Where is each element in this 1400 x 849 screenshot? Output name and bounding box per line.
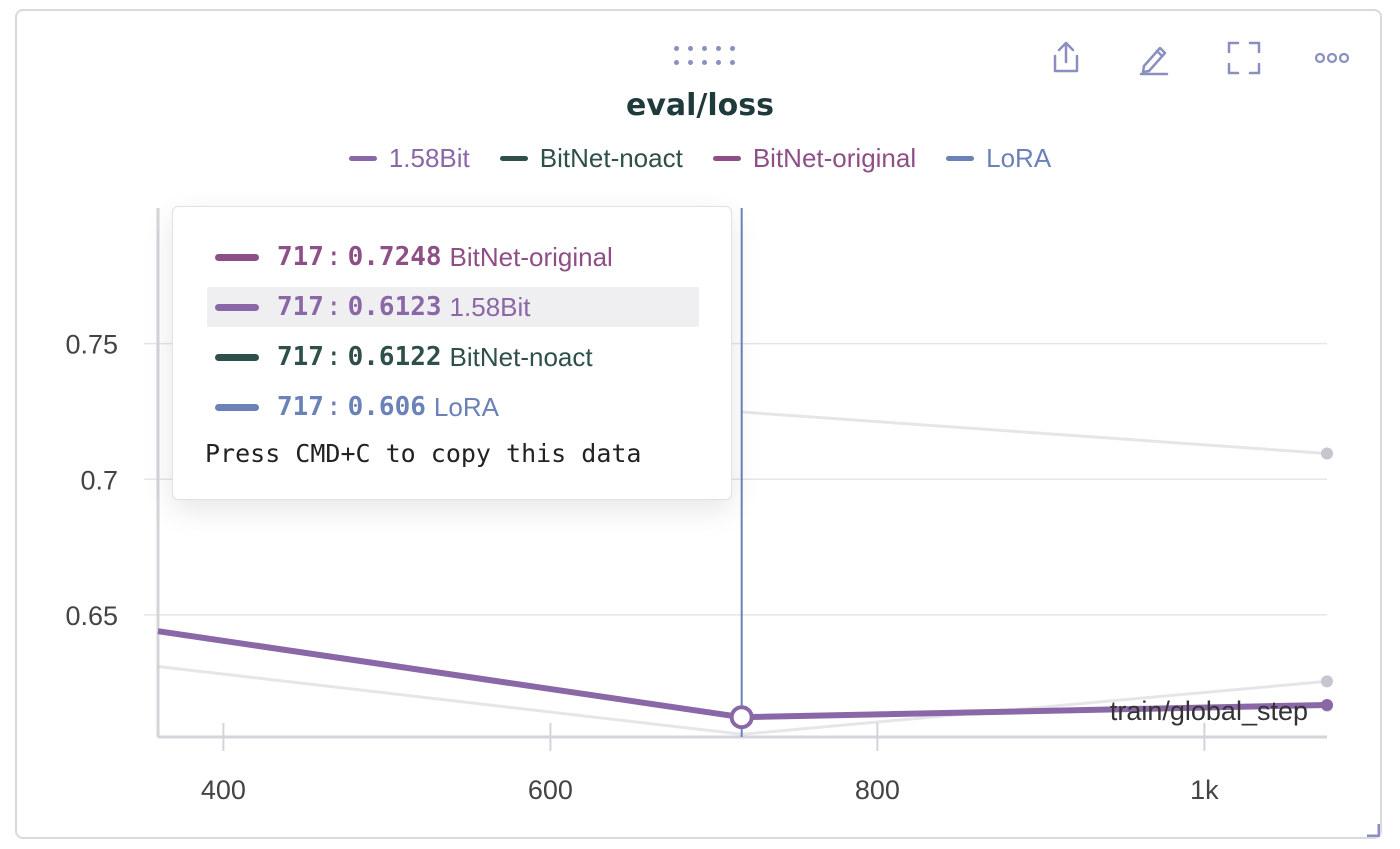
- tooltip-step: 717: [277, 392, 324, 422]
- legend-label: 1.58Bit: [388, 143, 470, 173]
- y-tick-label: 0.65: [65, 601, 118, 631]
- drag-handle-icon[interactable]: [672, 44, 736, 68]
- tooltip-value: 0.7248: [347, 242, 442, 272]
- tooltip-row: 717:0.606 LoRA: [205, 387, 499, 427]
- y-tick-label: 0.75: [65, 330, 118, 360]
- hover-point: [729, 705, 754, 730]
- tooltip-separator: :: [325, 242, 342, 272]
- legend-item[interactable]: BitNet-original: [712, 143, 917, 174]
- legend-item[interactable]: BitNet-noact: [499, 143, 683, 174]
- more-icon[interactable]: [1312, 38, 1352, 78]
- tooltip-swatch: [215, 353, 259, 361]
- legend-swatch: [712, 156, 741, 161]
- fullscreen-icon[interactable]: [1224, 38, 1264, 78]
- tooltip-step: 717: [277, 342, 324, 372]
- edit-icon[interactable]: [1134, 38, 1174, 78]
- tooltip-swatch: [215, 303, 259, 311]
- x-tick-label: 400: [201, 775, 246, 805]
- tooltip-separator: :: [325, 342, 342, 372]
- legend-label: BitNet-original: [752, 143, 917, 173]
- tooltip-row: 717:0.6123 1.58Bit: [207, 287, 699, 327]
- resize-icon[interactable]: [1366, 822, 1381, 838]
- tooltip-swatch: [215, 403, 259, 411]
- legend-swatch: [946, 156, 975, 161]
- tooltip-value: 0.6122: [347, 342, 442, 372]
- legend-item[interactable]: 1.58Bit: [348, 143, 470, 174]
- tooltip-series-name: BitNet-noact: [449, 341, 593, 372]
- x-axis-label: train/global_step: [1110, 696, 1308, 726]
- hover-tooltip: Press CMD+C to copy this data 717:0.7248…: [172, 206, 732, 500]
- share-icon[interactable]: [1046, 38, 1086, 78]
- legend-swatch: [348, 156, 377, 161]
- tooltip-series-name: 1.58Bit: [449, 291, 531, 322]
- series-end-point: [1321, 698, 1333, 711]
- tooltip-value: 0.6123: [347, 292, 442, 322]
- x-tick-label: 1k: [1190, 775, 1219, 805]
- tooltip-value: 0.606: [347, 392, 426, 422]
- x-tick-label: 800: [855, 775, 900, 805]
- series-end-point: [1321, 675, 1333, 688]
- legend-label: LoRA: [986, 143, 1052, 173]
- series-line-bitnet-original: [741, 410, 1328, 456]
- legend-item[interactable]: LoRA: [946, 143, 1051, 174]
- tooltip-series-name: BitNet-original: [449, 241, 613, 272]
- series-end-point: [1321, 447, 1333, 460]
- chart-title: eval/loss: [626, 88, 774, 123]
- tooltip-swatch: [215, 253, 259, 261]
- y-tick-label: 0.7: [80, 465, 118, 495]
- tooltip-series-name: LoRA: [433, 391, 499, 422]
- copy-hint: Press CMD+C to copy this data: [205, 439, 642, 468]
- tooltip-row: 717:0.7248 BitNet-original: [205, 237, 613, 277]
- tooltip-separator: :: [325, 292, 342, 322]
- tooltip-separator: :: [325, 392, 342, 422]
- tooltip-step: 717: [277, 242, 324, 272]
- tooltip-row: 717:0.6122 BitNet-noact: [205, 337, 593, 377]
- legend-label: BitNet-noact: [539, 143, 683, 173]
- chart-legend: 1.58Bit BitNet-noact BitNet-original LoRA: [0, 143, 1400, 174]
- x-tick-label: 600: [528, 775, 573, 805]
- tooltip-step: 717: [277, 292, 324, 322]
- legend-swatch: [499, 156, 528, 161]
